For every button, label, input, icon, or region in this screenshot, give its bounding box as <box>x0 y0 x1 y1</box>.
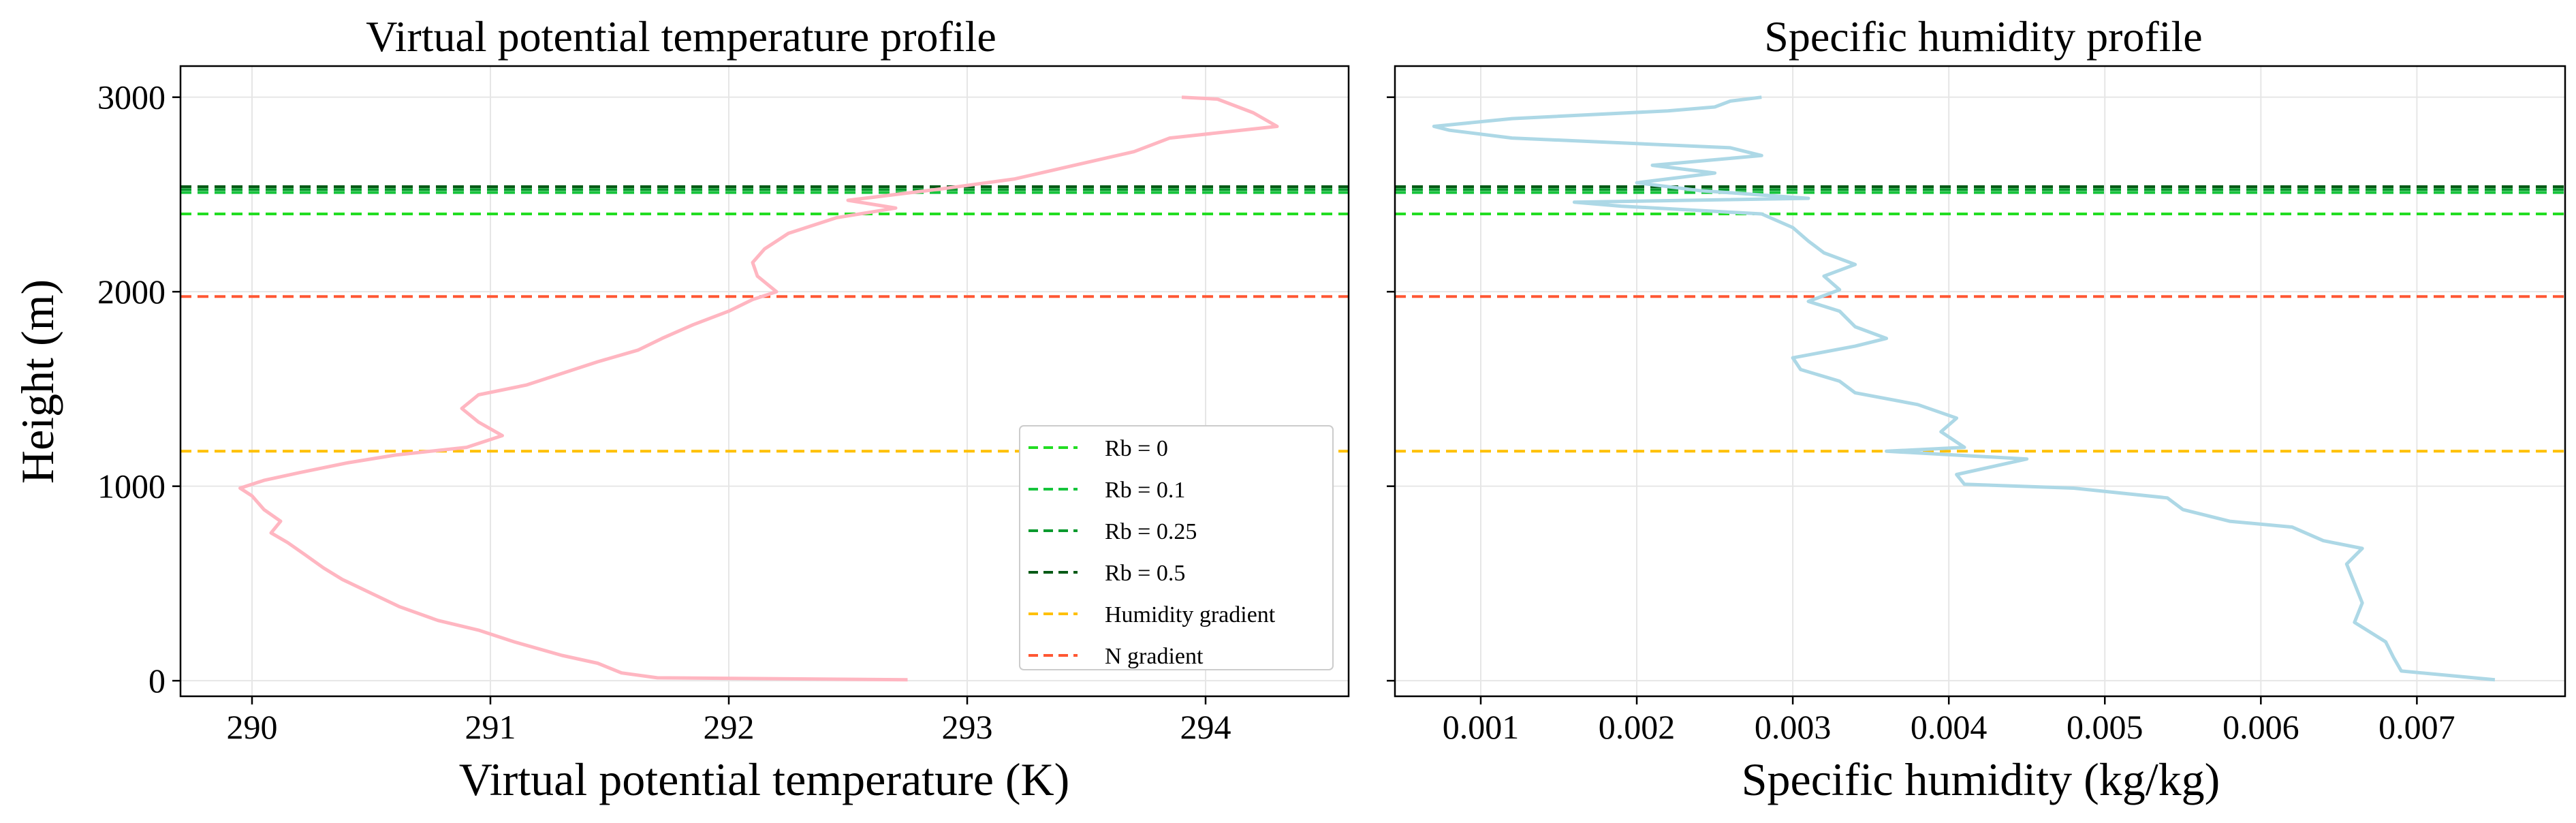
plot-frame <box>179 65 1350 698</box>
x-tick-label: 292 <box>704 708 755 746</box>
series-line-virtual-potential-temperature <box>238 95 1279 682</box>
legend-label: Rb = 0.1 <box>1105 478 1185 503</box>
grid-lines <box>1395 66 2565 696</box>
legend: Rb = 0 Rb = 0.1 Rb = 0.25 Rb = 0.5 Humidity … <box>1019 425 1334 670</box>
series-group <box>238 95 1279 682</box>
x-tick-label: 293 <box>942 708 993 746</box>
legend-label: Rb = 0 <box>1105 436 1168 461</box>
x-tick-label: 0.002 <box>1599 708 1676 746</box>
x-axis-ticks: 290 291 292 293 294 <box>227 696 1231 746</box>
legend-label: N gradient <box>1105 644 1204 669</box>
x-tick-label: 0.003 <box>1755 708 1832 746</box>
x-tick-label: 0.007 <box>2378 708 2455 746</box>
plot-frame <box>1394 65 2566 698</box>
x-axis-ticks: 0.001 0.002 0.003 0.004 0.005 0.006 0.007 <box>1443 696 2455 746</box>
y-axis-ticks <box>1387 96 1395 682</box>
legend-label: Humidity gradient <box>1105 602 1276 627</box>
chart-title: Virtual potential temperature profile <box>366 12 996 61</box>
y-axis-ticks: 0 1000 2000 3000 <box>97 78 180 700</box>
y-tick-label: 2000 <box>97 273 166 311</box>
x-tick-label: 291 <box>465 708 516 746</box>
grid-lines <box>180 66 1349 696</box>
x-tick-label: 0.006 <box>2222 708 2299 746</box>
x-tick-label: 294 <box>1180 708 1231 746</box>
panel-specific-humidity: Specific humidity profile 0.001 0.002 0.00… <box>1387 12 2566 805</box>
x-tick-label: 290 <box>227 708 278 746</box>
reference-lines <box>1395 185 2565 453</box>
x-tick-label: 0.004 <box>1911 708 1988 746</box>
legend-entries: Rb = 0 Rb = 0.1 Rb = 0.25 Rb = 0.5 Humidity … <box>1028 436 1276 669</box>
reference-lines <box>180 185 1349 453</box>
legend-box <box>1019 425 1334 670</box>
y-tick-label: 1000 <box>97 467 166 506</box>
legend-label: Rb = 0.5 <box>1105 561 1185 586</box>
x-axis-label: Specific humidity (kg/kg) <box>1742 754 2220 805</box>
y-tick-label: 0 <box>148 662 166 700</box>
y-tick-label: 3000 <box>97 78 166 117</box>
panel-virtual-potential-temperature: Virtual potential temperature profile 29… <box>12 12 1350 805</box>
series-group <box>1432 95 2496 682</box>
y-axis-label: Height (m) <box>12 279 63 484</box>
x-axis-label: Virtual potential temperature (K) <box>459 754 1070 805</box>
legend-label: Rb = 0.25 <box>1105 519 1197 544</box>
x-tick-label: 0.005 <box>2067 708 2143 746</box>
x-tick-label: 0.001 <box>1443 708 1520 746</box>
chart-title: Specific humidity profile <box>1764 12 2202 61</box>
series-line-specific-humidity <box>1432 95 2496 682</box>
